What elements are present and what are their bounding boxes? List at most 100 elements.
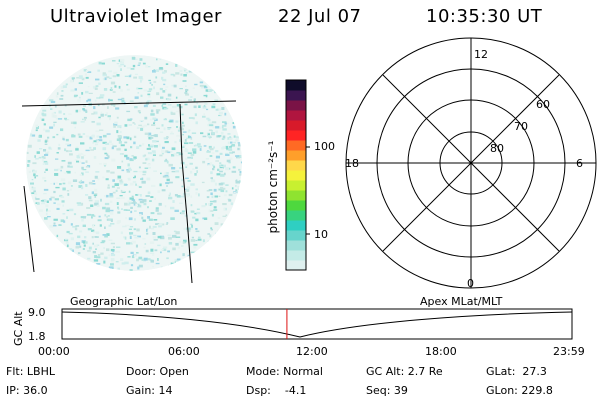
uv-speckle: [31, 186, 34, 189]
uv-speckle: [57, 147, 61, 150]
uv-speckle: [209, 162, 213, 165]
uv-speckle: [112, 145, 117, 148]
uv-speckle: [210, 171, 213, 175]
uv-speckle: [177, 246, 180, 249]
uv-speckle: [237, 142, 241, 144]
uv-speckle: [191, 236, 194, 239]
uv-speckle: [155, 207, 159, 209]
uv-speckle: [116, 138, 121, 141]
uv-speckle: [151, 124, 156, 126]
uv-speckle: [158, 143, 161, 147]
uv-speckle: [31, 179, 34, 181]
timeline-ytick-top: 9.0: [28, 306, 46, 319]
uv-speckle: [177, 129, 180, 132]
uv-speckle: [212, 132, 215, 135]
uv-speckle: [179, 105, 183, 109]
uv-speckle: [88, 246, 92, 250]
uv-speckle: [50, 108, 53, 110]
uv-speckle: [69, 150, 73, 152]
uv-speckle: [165, 88, 167, 91]
uv-speckle: [100, 252, 104, 255]
uv-speckle: [150, 259, 154, 263]
uv-speckle: [192, 117, 195, 120]
uv-speckle: [70, 237, 74, 241]
uv-speckle: [230, 141, 233, 144]
uv-speckle: [117, 211, 121, 214]
uv-speckle: [175, 259, 180, 262]
uv-speckle: [41, 202, 46, 205]
uv-speckle: [110, 219, 113, 222]
uv-speckle: [104, 226, 106, 229]
uv-speckle: [60, 86, 64, 89]
uv-speckle: [103, 88, 108, 91]
uv-speckle: [162, 248, 167, 251]
uv-speckle: [55, 186, 60, 189]
uv-speckle: [186, 186, 191, 190]
uv-speckle: [49, 198, 52, 201]
uv-speckle: [89, 136, 93, 140]
uv-speckle: [113, 104, 116, 107]
uv-speckle: [116, 178, 121, 180]
uv-speckle: [219, 170, 223, 173]
uv-speckle: [228, 148, 232, 151]
uv-speckle: [229, 151, 233, 154]
uv-speckle: [155, 223, 160, 225]
uv-speckle: [76, 155, 80, 159]
uv-speckle: [166, 98, 172, 101]
uv-speckle: [37, 202, 40, 205]
uv-speckle: [32, 162, 37, 165]
uv-speckle: [138, 111, 141, 114]
uv-speckle: [237, 147, 240, 151]
uv-speckle: [228, 161, 231, 164]
uv-speckle: [145, 65, 148, 68]
uv-speckle: [165, 223, 168, 225]
uv-speckle: [128, 75, 132, 78]
uv-speckle: [162, 102, 166, 105]
uv-speckle: [228, 193, 233, 197]
uv-speckle: [193, 105, 197, 109]
uv-speckle: [132, 122, 135, 124]
uv-speckle: [170, 73, 174, 76]
uv-speckle: [164, 118, 167, 120]
uv-speckle: [221, 107, 225, 110]
uv-speckle: [227, 141, 230, 145]
uv-speckle: [126, 156, 130, 160]
uv-speckle: [62, 136, 65, 138]
uv-speckle: [113, 123, 118, 126]
uv-speckle: [99, 94, 105, 97]
uv-speckle: [102, 72, 106, 75]
uv-speckle: [208, 129, 213, 131]
uv-speckle: [124, 148, 127, 151]
uv-speckle: [66, 209, 70, 212]
uv-speckle: [191, 225, 193, 228]
status-glon: GLon: 229.8: [486, 384, 553, 397]
uv-speckle: [105, 209, 110, 213]
uv-speckle: [66, 244, 69, 248]
uv-speckle: [171, 112, 176, 115]
uv-speckle: [137, 203, 140, 207]
uv-speckle: [35, 124, 38, 128]
uv-speckle: [45, 204, 49, 208]
uv-speckle: [190, 204, 193, 207]
uv-speckle: [223, 207, 227, 211]
uv-speckle: [130, 251, 134, 254]
uv-speckle: [83, 244, 86, 247]
uv-speckle: [121, 190, 125, 192]
timeline-xtick-2359: 23:59: [553, 345, 585, 358]
uv-speckle: [94, 111, 98, 115]
uv-speckle: [43, 193, 47, 195]
uv-speckle: [34, 196, 37, 199]
uv-speckle: [32, 170, 37, 173]
uv-speckle: [146, 232, 149, 235]
uv-speckle: [207, 163, 211, 166]
uv-speckle: [91, 134, 95, 137]
uv-speckle: [159, 67, 163, 69]
uv-speckle: [27, 160, 31, 163]
uv-speckle: [160, 172, 162, 175]
uv-speckle: [148, 218, 153, 221]
uv-speckle: [124, 124, 128, 127]
uv-speckle: [56, 92, 59, 95]
uv-speckle: [235, 191, 239, 193]
